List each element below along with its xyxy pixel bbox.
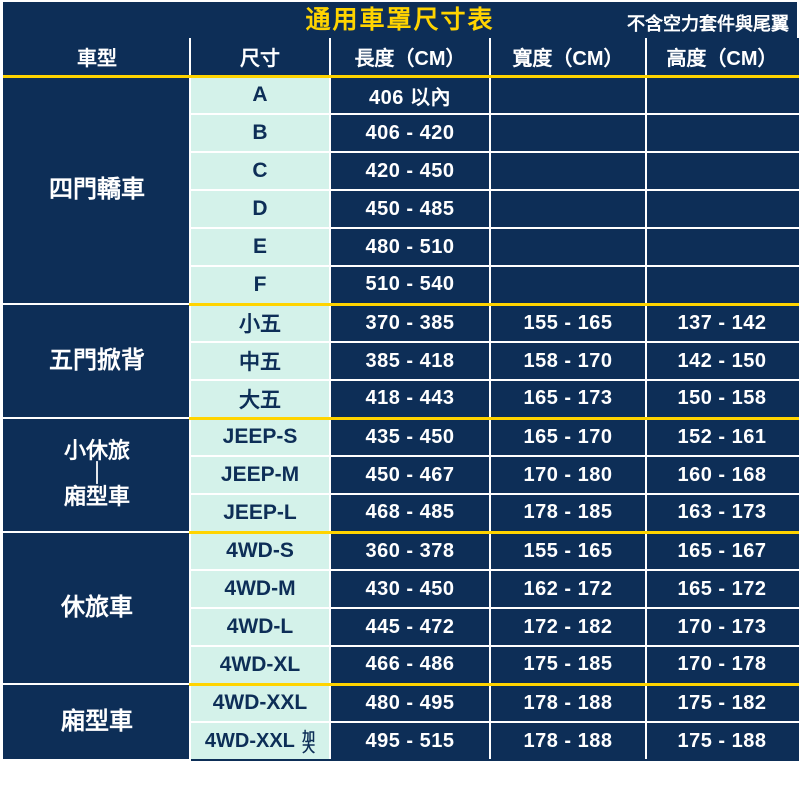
height-cell: 170 - 173 [646,608,798,646]
size-cell: 大五 [190,380,330,418]
title-bar: 通用車罩尺寸表 不含空力套件與尾翼 [3,2,797,38]
width-cell [490,266,646,304]
size-cell: 4WD-XXL 加大 [190,722,330,760]
width-cell: 165 - 170 [490,418,646,456]
length-cell: 450 - 485 [330,190,490,228]
height-cell [646,266,798,304]
width-cell [490,228,646,266]
width-cell [490,152,646,190]
table-row: 廂型車4WD-XXL480 - 495178 - 188175 - 182 [4,684,798,722]
size-cell: 4WD-S [190,532,330,570]
size-cell: 中五 [190,342,330,380]
width-cell: 175 - 185 [490,646,646,684]
length-cell: 370 - 385 [330,304,490,342]
length-cell: 468 - 485 [330,494,490,532]
col-vehicle-type: 車型 [4,38,190,76]
height-cell [646,228,798,266]
table-row: 五門掀背小五370 - 385155 - 165137 - 142 [4,304,798,342]
table-row: 休旅車4WD-S360 - 378155 - 165165 - 167 [4,532,798,570]
size-cell: F [190,266,330,304]
width-cell: 178 - 185 [490,494,646,532]
length-cell: 445 - 472 [330,608,490,646]
header-row: 車型 尺寸 長度（CM） 寬度（CM） 高度（CM） [4,38,798,76]
width-cell [490,114,646,152]
table-row: 小休旅｜廂型車JEEP-S435 - 450165 - 170152 - 161 [4,418,798,456]
size-cell: B [190,114,330,152]
size-cell: 4WD-L [190,608,330,646]
size-cell: JEEP-L [190,494,330,532]
size-cell: JEEP-S [190,418,330,456]
height-cell: 150 - 158 [646,380,798,418]
size-table: 車型 尺寸 長度（CM） 寬度（CM） 高度（CM） 四門轎車A406 以內B4… [3,38,799,761]
chart-subtitle: 不含空力套件與尾翼 [627,10,789,36]
size-cell: A [190,76,330,114]
width-cell: 172 - 182 [490,608,646,646]
width-cell [490,190,646,228]
height-cell [646,152,798,190]
size-cell: 小五 [190,304,330,342]
height-cell [646,76,798,114]
length-cell: 480 - 495 [330,684,490,722]
width-cell: 170 - 180 [490,456,646,494]
height-cell: 165 - 172 [646,570,798,608]
vehicle-type-cell: 五門掀背 [4,304,190,418]
length-cell: 466 - 486 [330,646,490,684]
size-cell: 4WD-XL [190,646,330,684]
vehicle-type-cell: 休旅車 [4,532,190,684]
length-cell: 430 - 450 [330,570,490,608]
length-cell: 495 - 515 [330,722,490,760]
size-cell: 4WD-XXL [190,684,330,722]
size-cell: JEEP-M [190,456,330,494]
width-cell: 165 - 173 [490,380,646,418]
size-chart: 通用車罩尺寸表 不含空力套件與尾翼 車型 尺寸 長度（CM） 寬度（CM） 高度… [3,2,797,761]
length-cell: 450 - 467 [330,456,490,494]
width-cell: 155 - 165 [490,532,646,570]
length-cell: 406 以內 [330,76,490,114]
width-cell: 178 - 188 [490,722,646,760]
height-cell: 170 - 178 [646,646,798,684]
width-cell [490,76,646,114]
length-cell: 420 - 450 [330,152,490,190]
col-size: 尺寸 [190,38,330,76]
height-cell: 175 - 188 [646,722,798,760]
height-cell [646,190,798,228]
vehicle-type-cell: 小休旅｜廂型車 [4,418,190,532]
vehicle-type-cell: 四門轎車 [4,76,190,304]
length-cell: 385 - 418 [330,342,490,380]
width-cell: 155 - 165 [490,304,646,342]
size-cell: 4WD-M [190,570,330,608]
height-cell: 175 - 182 [646,684,798,722]
width-cell: 178 - 188 [490,684,646,722]
table-row: 四門轎車A406 以內 [4,76,798,114]
length-cell: 418 - 443 [330,380,490,418]
col-height: 高度（CM） [646,38,798,76]
size-cell: D [190,190,330,228]
size-cell: E [190,228,330,266]
length-cell: 435 - 450 [330,418,490,456]
height-cell [646,114,798,152]
length-cell: 406 - 420 [330,114,490,152]
length-cell: 510 - 540 [330,266,490,304]
height-cell: 165 - 167 [646,532,798,570]
size-cell: C [190,152,330,190]
height-cell: 160 - 168 [646,456,798,494]
vehicle-type-cell: 廂型車 [4,684,190,760]
col-length: 長度（CM） [330,38,490,76]
col-width: 寬度（CM） [490,38,646,76]
height-cell: 152 - 161 [646,418,798,456]
width-cell: 158 - 170 [490,342,646,380]
height-cell: 163 - 173 [646,494,798,532]
height-cell: 137 - 142 [646,304,798,342]
width-cell: 162 - 172 [490,570,646,608]
chart-title: 通用車罩尺寸表 [305,2,494,38]
length-cell: 480 - 510 [330,228,490,266]
height-cell: 142 - 150 [646,342,798,380]
length-cell: 360 - 378 [330,532,490,570]
